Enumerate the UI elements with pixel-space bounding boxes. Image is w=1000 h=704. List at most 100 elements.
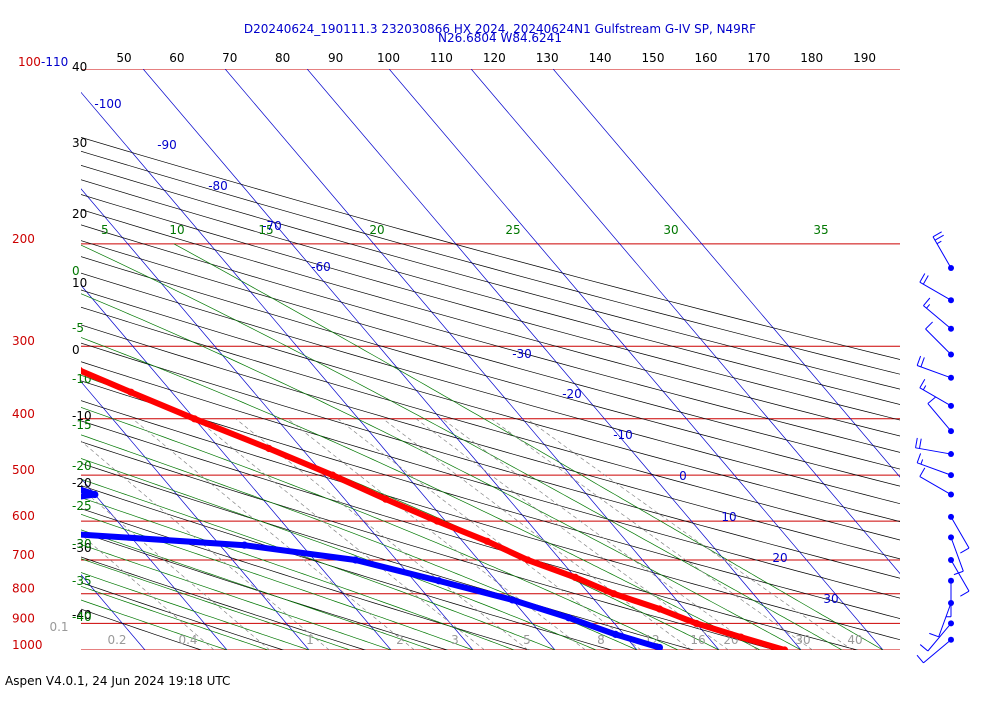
moist-adiabat-label: -30 <box>72 537 92 551</box>
top-axis-label: 160 <box>694 51 717 65</box>
mixing-ratio-label: 2 <box>396 633 404 647</box>
dry-adiabat-line <box>81 137 900 360</box>
moist-adiabat-line <box>81 572 310 650</box>
moist-adiabat-label: 0 <box>72 264 80 278</box>
moist-adiabat-label: -35 <box>72 574 92 588</box>
wind-barb <box>916 636 954 664</box>
temperature-profile-point <box>737 633 745 641</box>
wind-barb <box>948 557 970 597</box>
wind-barb-staff <box>915 447 952 455</box>
dry-adiabat-line <box>81 342 900 579</box>
moist-adiabat-line <box>81 293 802 650</box>
top-axis-label: 150 <box>642 51 665 65</box>
wind-barb-feather <box>932 231 942 238</box>
dry-adiabat-line <box>81 380 900 619</box>
wind-barb-feather <box>915 437 918 448</box>
moist-adiabat-line <box>81 407 679 650</box>
isotherm-line <box>552 69 900 478</box>
mixing-ratio-label: 8 <box>597 633 605 647</box>
isotherm-label: 0 <box>679 469 687 483</box>
top-axis-label: 90 <box>328 51 343 65</box>
wind-barb-feather <box>919 273 926 283</box>
wind-barb-staff <box>927 403 952 432</box>
pressure-label: 900 <box>12 611 35 625</box>
wind-barb-feather <box>919 644 929 652</box>
pressure-label: 600 <box>12 509 35 523</box>
temperature-profile-point <box>433 517 441 525</box>
wind-barb-staff <box>923 639 952 664</box>
mixing-ratio-line <box>491 418 813 650</box>
isotherm-line <box>224 69 720 650</box>
dewpoint-profile-point <box>655 643 664 650</box>
wind-barb-base <box>948 636 954 643</box>
temperature-profile-line <box>81 367 788 650</box>
wind-barb-feather <box>916 355 922 366</box>
wind-barb-staff <box>950 537 964 572</box>
wind-barb-base <box>948 451 954 458</box>
dry-adiabat-line <box>81 608 203 650</box>
moist-adiabat-top-label: 25 <box>505 223 520 237</box>
dry-adiabat-line <box>81 582 285 650</box>
moist-adiabat-line <box>81 478 556 650</box>
temperature-profile-point <box>524 556 532 564</box>
isotherm-line <box>142 69 638 650</box>
temperature-profile-point <box>81 367 84 374</box>
moist-adiabat-line <box>81 544 392 650</box>
top-axis-label: 60 <box>169 51 184 65</box>
mixing-ratio-line <box>526 418 853 650</box>
moist-adiabat-line <box>81 558 351 650</box>
pressure-label: 100 <box>18 55 41 69</box>
top-axis-label: 130 <box>536 51 559 65</box>
wind-barb <box>919 620 954 652</box>
pressure-label: 400 <box>12 407 35 421</box>
dry-adiabat-line <box>81 508 531 650</box>
mixing-ratio-label: 5 <box>523 633 531 647</box>
dewpoint-profile-point <box>508 596 517 604</box>
temperature-profile-point <box>781 646 789 650</box>
chart-header-line1: D20240624_190111.3 232030866 HX 2024, 20… <box>244 22 756 36</box>
moist-adiabat-label: -5 <box>72 321 84 335</box>
mixing-ratio-label: 0.4 <box>178 633 197 647</box>
wind-barb <box>915 437 954 458</box>
mixing-ratio-line <box>196 418 485 650</box>
temperature-profile-point <box>328 471 337 479</box>
wind-barb-staff <box>917 365 952 379</box>
moist-adiabat-label: -40 <box>72 610 92 624</box>
software-footer: Aspen V4.0.1, 24 Jun 2024 19:18 UTC <box>5 674 231 688</box>
top-axis-label: 50 <box>116 51 131 65</box>
wind-barb-staff <box>917 462 952 476</box>
dry-adiabat-label: 0 <box>72 343 80 357</box>
wind-barb <box>932 231 954 271</box>
wind-barb-base <box>948 577 954 584</box>
moist-adiabat-label: 5 <box>101 223 109 237</box>
moist-adiabat-line <box>81 337 761 650</box>
moist-adiabat-label: -20 <box>72 459 92 473</box>
dry-adiabat-label: -40 <box>72 608 92 622</box>
wind-barb <box>919 378 954 409</box>
wind-barb-feather <box>920 459 924 465</box>
dry-adiabat-line <box>81 272 900 505</box>
mixing-ratio-line <box>287 418 586 650</box>
wind-barb-feather <box>922 275 929 285</box>
dry-adiabat-line <box>81 150 900 375</box>
dry-adiabat-line <box>81 209 900 437</box>
dewpoint-profile-point <box>91 490 99 499</box>
wind-barb-base <box>948 351 954 358</box>
wind-barb-staff <box>923 305 952 330</box>
dry-adiabat-label: 20 <box>72 207 87 221</box>
dry-adiabat-line <box>81 194 900 421</box>
dry-adiabat-line <box>81 240 900 470</box>
moist-adiabat-line <box>81 458 597 650</box>
temperature-profile-point <box>610 590 618 598</box>
isotherm-line <box>81 477 228 650</box>
pressure-label: 500 <box>12 463 35 477</box>
wind-barb-feather <box>960 590 970 597</box>
top-axis-label: 70 <box>222 51 237 65</box>
temperature-profile-point <box>265 444 273 453</box>
wind-barb <box>948 513 970 554</box>
wind-barb <box>916 453 954 479</box>
moist-adiabat-line <box>81 585 269 650</box>
wind-barb-feather <box>919 467 926 477</box>
isotherm-label: 20 <box>772 551 787 565</box>
dry-adiabat-label: -10 <box>72 409 92 423</box>
